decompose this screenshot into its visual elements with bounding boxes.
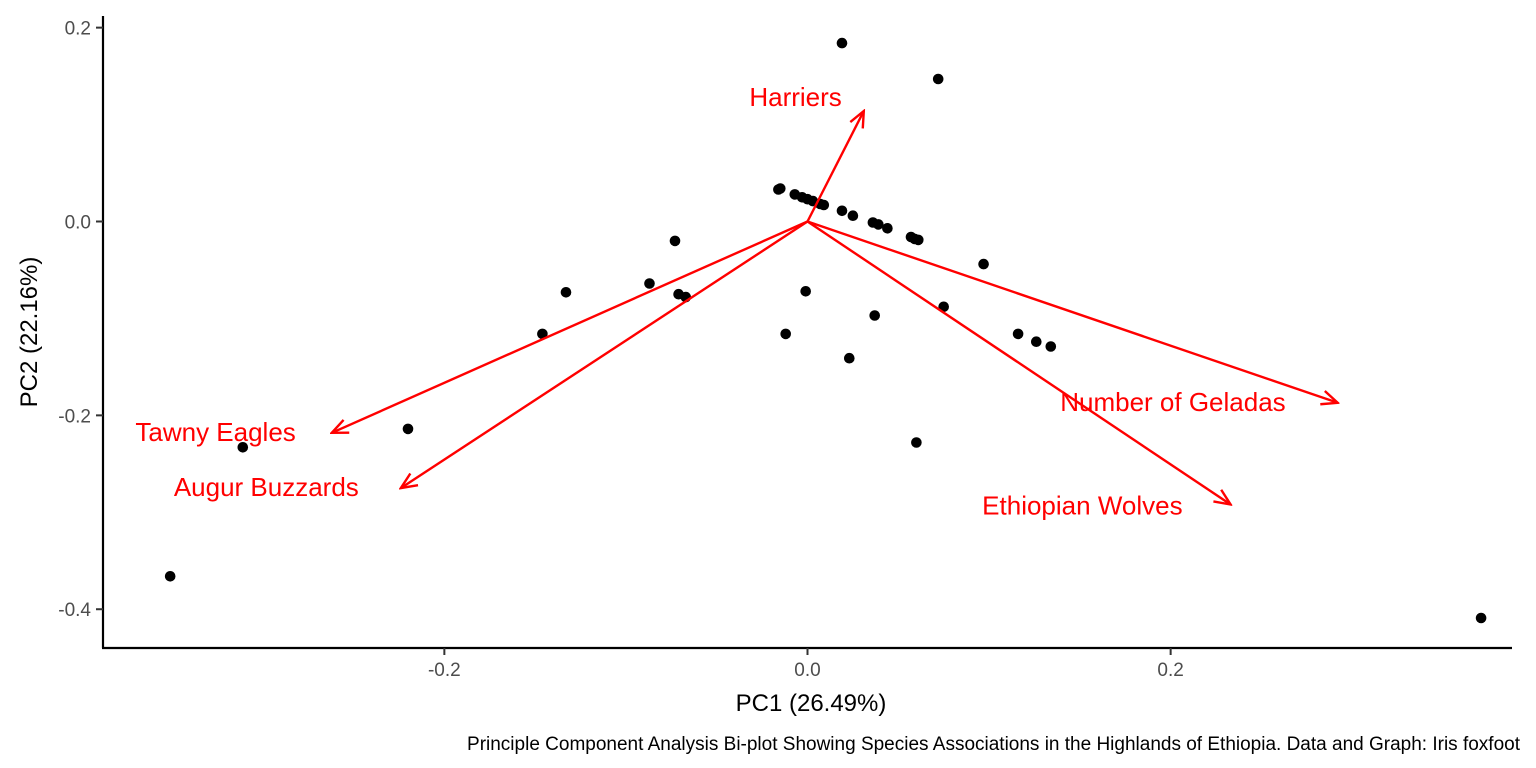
y-axis-title: PC2 (22.16%) <box>16 257 43 408</box>
data-point <box>237 442 249 453</box>
y-tick-label: -0.2 <box>58 406 91 427</box>
data-point <box>669 235 681 247</box>
data-point <box>1475 612 1487 624</box>
data-point <box>780 328 791 340</box>
vector-labels: Harriers Number of Geladas Ethiopian Wolve… <box>135 82 1285 521</box>
vector-number-of-geladas <box>807 220 1338 403</box>
data-point <box>537 328 548 340</box>
data-point <box>164 571 176 582</box>
y-tick-label: 0.0 <box>65 212 91 233</box>
vector-tawny-eagles <box>332 220 808 433</box>
data-point <box>1012 328 1024 340</box>
vector-label-augur-buzzards: Augur Buzzards <box>174 472 359 502</box>
loading-vectors <box>332 111 1338 505</box>
vector-augur-buzzards <box>401 220 809 489</box>
data-point <box>402 423 414 435</box>
data-point <box>644 278 655 289</box>
x-tick-label: 0.2 <box>1157 660 1183 681</box>
y-tick-label: 0.2 <box>65 19 91 40</box>
data-point <box>913 234 924 246</box>
data-point <box>873 219 884 230</box>
data-point <box>560 287 572 298</box>
data-point <box>1045 341 1057 352</box>
vector-label-number-of-geladas: Number of Geladas <box>1060 387 1285 417</box>
vector-harriers <box>806 111 864 223</box>
data-point <box>911 437 922 448</box>
data-point <box>836 37 848 49</box>
data-point <box>800 286 811 297</box>
data-point <box>932 73 944 85</box>
data-point <box>818 199 830 211</box>
y-tick-label: -0.4 <box>58 600 91 621</box>
data-point <box>1031 336 1042 348</box>
x-axis-title: PC1 (26.49%) <box>736 690 887 717</box>
vector-ethiopian-wolves <box>806 220 1231 505</box>
x-tick-label: 0.0 <box>794 660 820 681</box>
data-point <box>773 184 784 195</box>
vector-label-harriers: Harriers <box>749 82 841 112</box>
data-point <box>836 205 848 217</box>
data-point <box>978 258 989 270</box>
data-point <box>869 310 880 321</box>
vector-label-ethiopian-wolves: Ethiopian Wolves <box>982 491 1182 521</box>
vector-label-tawny-eagles: Tawny Eagles <box>135 417 295 447</box>
x-tick-label: -0.2 <box>428 660 461 681</box>
data-point <box>847 210 859 221</box>
y-axis-ticks: -0.4 -0.2 0.0 0.2 <box>58 19 103 621</box>
x-axis-ticks: -0.2 0.0 0.2 <box>428 648 1184 681</box>
data-point <box>844 352 855 364</box>
data-point <box>882 223 893 234</box>
chart-caption: Principle Component Analysis Bi-plot Sho… <box>467 734 1521 755</box>
data-points <box>164 37 1487 624</box>
